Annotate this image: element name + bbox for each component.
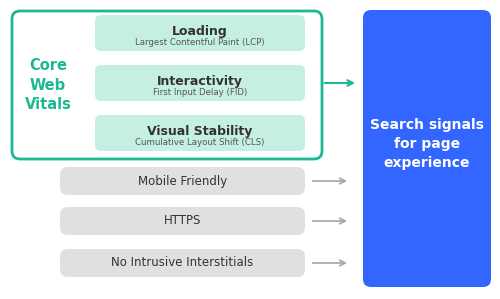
FancyBboxPatch shape — [95, 15, 305, 51]
FancyBboxPatch shape — [60, 207, 305, 235]
Text: Largest Contentful Paint (LCP): Largest Contentful Paint (LCP) — [135, 38, 265, 47]
Text: Cumulative Layout Shift (CLS): Cumulative Layout Shift (CLS) — [136, 138, 264, 147]
Text: Loading: Loading — [172, 25, 228, 38]
Text: Interactivity: Interactivity — [157, 75, 243, 88]
FancyBboxPatch shape — [60, 167, 305, 195]
Text: Mobile Friendly: Mobile Friendly — [138, 175, 227, 187]
FancyBboxPatch shape — [363, 10, 491, 287]
FancyBboxPatch shape — [95, 115, 305, 151]
FancyBboxPatch shape — [60, 249, 305, 277]
Text: Core
Web
Vitals: Core Web Vitals — [24, 58, 72, 112]
Text: No Intrusive Interstitials: No Intrusive Interstitials — [112, 257, 254, 269]
Text: Visual Stability: Visual Stability — [148, 125, 252, 138]
Text: HTTPS: HTTPS — [164, 214, 201, 228]
FancyBboxPatch shape — [12, 11, 322, 159]
FancyBboxPatch shape — [95, 65, 305, 101]
Text: Search signals
for page
experience: Search signals for page experience — [370, 118, 484, 170]
Text: First Input Delay (FID): First Input Delay (FID) — [153, 88, 247, 97]
